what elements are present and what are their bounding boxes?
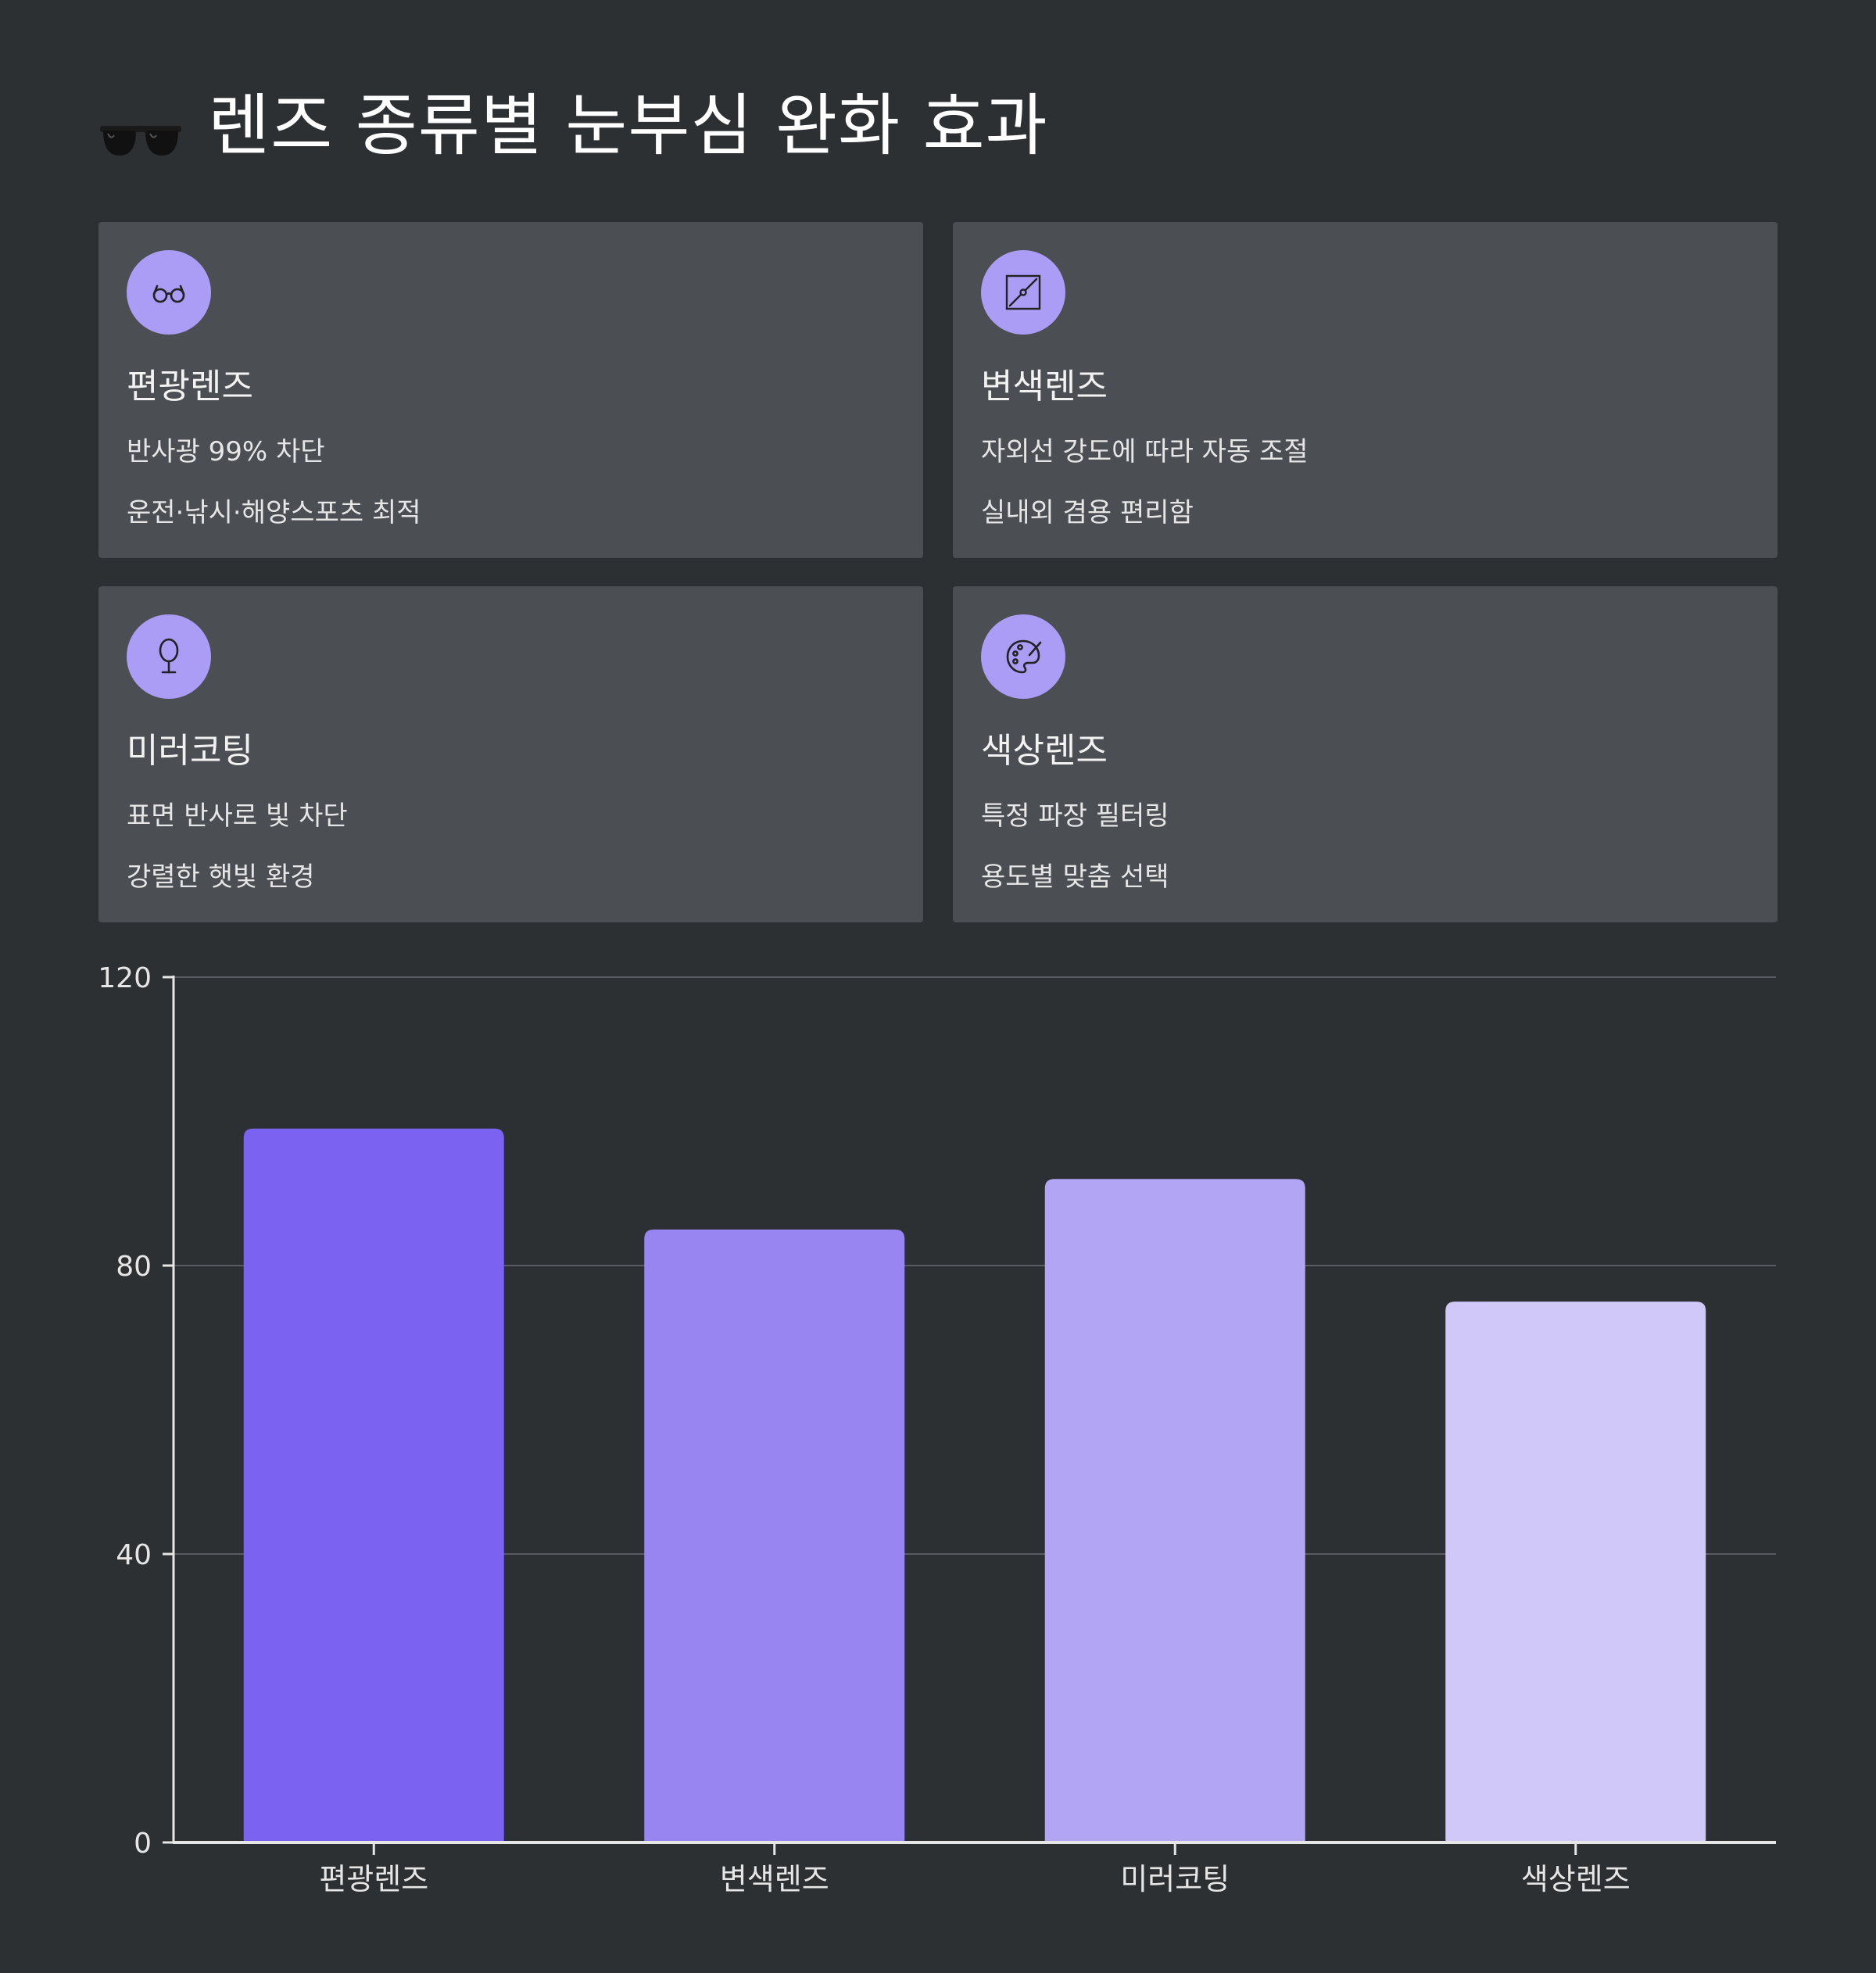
card-usage: 강렬한 햇빛 환경	[127, 861, 315, 893]
y-tick-label: 40	[116, 1539, 152, 1571]
x-tick-label: 미러코팅	[1120, 1862, 1230, 1896]
palette-icon	[981, 614, 1065, 699]
bar-3	[1044, 1179, 1305, 1842]
bars	[243, 1128, 1706, 1842]
page-title-row: 렌즈 종류별 눈부심 완화 효과	[100, 70, 1048, 168]
card-title: 변색렌즈	[981, 367, 1108, 406]
x-tick-label: 편광렌즈	[319, 1862, 428, 1896]
card-usage: 실내외 겸용 편리함	[981, 497, 1194, 528]
bar-2	[644, 1229, 905, 1842]
x-axis-ticks: 편광렌즈 변색렌즈 미러코팅 색상렌즈	[319, 1842, 1631, 1896]
lens-cards: 편광렌즈 반사광 99% 차단 운전·낚시·해양스포츠 최적 변색렌즈 자외선 …	[98, 222, 1778, 924]
bar-chart: 0 40 80 120 편광렌즈 변색렌즈 미러코팅 색상렌즈	[98, 962, 1776, 1896]
y-tick-label: 120	[98, 962, 152, 994]
x-tick-label: 변색렌즈	[720, 1862, 829, 1896]
card-mirror: 미러코팅 표면 반사로 빛 차단 강렬한 햇빛 환경	[98, 586, 923, 922]
sunglasses-icon	[100, 100, 181, 156]
page-title: 렌즈 종류별 눈부심 완화 효과	[208, 87, 1048, 165]
card-title: 미러코팅	[127, 731, 253, 771]
card-description: 표면 반사로 빛 차단	[127, 800, 348, 832]
y-tick-label: 0	[134, 1828, 152, 1860]
card-title: 색상렌즈	[981, 731, 1108, 771]
x-tick-label: 색상렌즈	[1521, 1862, 1631, 1896]
axes	[172, 976, 1776, 1844]
card-polarized: 편광렌즈 반사광 99% 차단 운전·낚시·해양스포츠 최적	[98, 222, 923, 558]
card-tinted: 색상렌즈 특정 파장 필터링 용도별 맞춤 선택	[953, 586, 1778, 922]
glasses-icon	[127, 250, 211, 335]
y-axis-ticks: 0 40 80 120	[98, 962, 174, 1860]
bar-4	[1445, 1302, 1706, 1842]
card-description: 반사광 99% 차단	[127, 436, 325, 467]
mirror-icon	[127, 614, 211, 699]
card-usage: 운전·낚시·해양스포츠 최적	[127, 497, 421, 528]
gradient-square-icon	[981, 250, 1065, 335]
card-usage: 용도별 맞춤 선택	[981, 861, 1169, 893]
card-description: 특정 파장 필터링	[981, 800, 1169, 832]
card-title: 편광렌즈	[127, 367, 253, 406]
y-tick-label: 80	[116, 1251, 152, 1283]
bar-1	[243, 1128, 504, 1842]
card-photochromic: 변색렌즈 자외선 강도에 따라 자동 조절 실내외 겸용 편리함	[953, 222, 1778, 558]
card-description: 자외선 강도에 따라 자동 조절	[981, 436, 1309, 467]
